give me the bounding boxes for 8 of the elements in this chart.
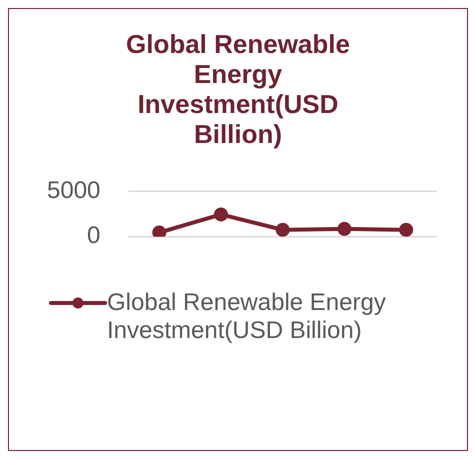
point	[276, 222, 290, 237]
y-tick-label: 0	[87, 222, 100, 250]
point	[337, 222, 352, 236]
legend-label: Global Renewable Energy Investment(USD Billion)	[107, 289, 387, 345]
point	[214, 207, 228, 222]
y-tick-label: 5000	[47, 177, 100, 204]
point	[399, 222, 414, 237]
chart-title: Global Renewable Energy Investment(USD Billion)	[125, 29, 351, 149]
